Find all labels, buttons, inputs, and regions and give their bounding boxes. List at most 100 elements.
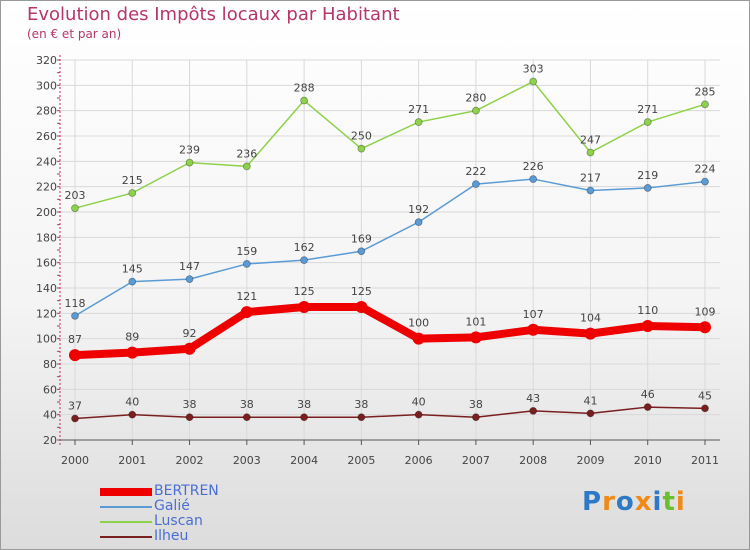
data-point-BERTREN — [469, 331, 482, 344]
x-tick-label: 2007 — [462, 454, 490, 467]
data-point-Luscan — [185, 158, 194, 167]
data-label-Galié: 224 — [695, 163, 716, 176]
data-label-Luscan: 280 — [465, 92, 486, 105]
data-label-Luscan: 215 — [122, 174, 143, 187]
data-point-Ilheu — [300, 413, 308, 422]
data-point-Ilheu — [414, 410, 423, 419]
data-label-Ilheu: 37 — [68, 399, 82, 412]
data-label-Galié: 219 — [637, 169, 658, 182]
x-tick-label: 2008 — [519, 454, 547, 467]
series-line-BERTREN — [71, 303, 709, 360]
x-tick-label: 2000 — [61, 454, 89, 467]
legend-label: Galié — [154, 498, 190, 514]
series-lines — [69, 77, 711, 423]
x-tick-label: 2005 — [347, 454, 375, 467]
y-tick-label: 120 — [36, 307, 57, 320]
data-point-BERTREN — [699, 321, 711, 334]
legend-label: Luscan — [154, 513, 203, 529]
logo-letter: i — [652, 487, 663, 517]
data-label-BERTREN: 89 — [125, 331, 139, 344]
data-point-Luscan — [242, 162, 251, 171]
data-label-Ilheu: 40 — [412, 396, 426, 409]
data-point-BERTREN — [584, 327, 597, 340]
y-tick-label: 200 — [36, 206, 57, 219]
y-tick-label: 20 — [43, 434, 57, 447]
data-label-BERTREN: 109 — [695, 305, 716, 318]
y-tick-label: 140 — [36, 282, 57, 295]
data-label-BERTREN: 107 — [523, 308, 544, 321]
data-label-Luscan: 288 — [294, 82, 315, 95]
data-point-Ilheu — [128, 410, 137, 419]
y-tick-label: 60 — [43, 383, 57, 396]
data-point-Ilheu — [529, 406, 538, 415]
data-point-Ilheu — [472, 413, 480, 422]
y-tick-label: 160 — [36, 257, 57, 270]
data-label-Ilheu: 38 — [469, 398, 483, 411]
y-tick-label: 100 — [36, 333, 57, 346]
data-label-BERTREN: 101 — [465, 315, 486, 328]
data-label-Luscan: 236 — [236, 147, 257, 160]
axes: 20 40 60 80 100 120 140 160 180 200 220 240 260 280 30… — [36, 54, 720, 467]
x-tick-label: 2003 — [233, 454, 261, 467]
data-point-Galié — [701, 177, 709, 186]
x-tick-label: 2009 — [576, 454, 604, 467]
x-tick-label: 2002 — [176, 454, 204, 467]
data-label-Luscan: 239 — [179, 144, 200, 157]
chart-subtitle: (en € et par an) — [27, 27, 122, 41]
legend-label: BERTREN — [154, 483, 219, 499]
data-label-BERTREN: 87 — [68, 333, 82, 346]
data-label-Luscan: 250 — [351, 130, 372, 143]
logo-letter: P — [582, 487, 603, 517]
data-point-Galié — [643, 184, 652, 192]
data-point-Luscan — [357, 144, 366, 153]
data-point-Luscan — [586, 148, 595, 157]
legend-label: Ilheu — [154, 528, 189, 544]
series-line-Ilheu — [74, 406, 706, 420]
data-point-Luscan — [529, 77, 538, 86]
proxiti-logo: Proxiti — [582, 487, 686, 517]
data-point-BERTREN — [355, 301, 368, 313]
y-tick-label: 320 — [36, 54, 57, 67]
data-point-Galié — [242, 260, 251, 268]
y-tick-label: 280 — [36, 105, 57, 118]
data-label-Ilheu: 46 — [641, 388, 655, 401]
data-point-Galié — [472, 180, 480, 189]
data-point-BERTREN — [240, 306, 253, 319]
data-label-Luscan: 285 — [695, 85, 716, 98]
data-point-Galié — [357, 247, 366, 256]
data-point-BERTREN — [69, 349, 81, 362]
data-label-Ilheu: 38 — [240, 398, 254, 411]
data-label-Galié: 222 — [465, 165, 486, 178]
data-point-Luscan — [128, 189, 137, 197]
series-line-Galié — [74, 178, 706, 317]
data-point-Luscan — [701, 100, 709, 109]
data-point-Luscan — [71, 204, 79, 213]
data-label-BERTREN: 121 — [236, 290, 257, 303]
data-label-Galié: 118 — [65, 297, 86, 310]
data-label-BERTREN: 125 — [351, 285, 372, 298]
data-label-Luscan: 271 — [408, 103, 429, 116]
data-label-Luscan: 303 — [523, 63, 544, 76]
y-tick-label: 180 — [36, 231, 57, 244]
data-label-Luscan: 271 — [637, 103, 658, 116]
logo-letter: t — [662, 487, 676, 517]
data-label-Galié: 162 — [294, 241, 315, 254]
data-label-BERTREN: 125 — [294, 285, 315, 298]
data-label-Luscan: 247 — [580, 133, 601, 146]
grid — [60, 59, 720, 441]
data-label-Galié: 147 — [179, 260, 200, 273]
x-tick-label: 2004 — [290, 454, 318, 467]
data-label-Luscan: 203 — [65, 189, 86, 202]
data-point-Galié — [185, 275, 194, 284]
data-point-Galié — [529, 175, 538, 183]
data-point-Ilheu — [701, 404, 709, 413]
data-point-BERTREN — [412, 332, 425, 345]
data-point-Ilheu — [643, 403, 652, 411]
data-point-BERTREN — [641, 320, 654, 332]
logo-letter: x — [634, 487, 653, 517]
data-label-Galié: 217 — [580, 171, 601, 184]
data-label-Ilheu: 40 — [125, 396, 139, 409]
data-point-Luscan — [300, 96, 308, 105]
chart-title: Evolution des Impôts locaux par Habitant — [27, 4, 400, 25]
logo-letter: o — [615, 487, 635, 517]
